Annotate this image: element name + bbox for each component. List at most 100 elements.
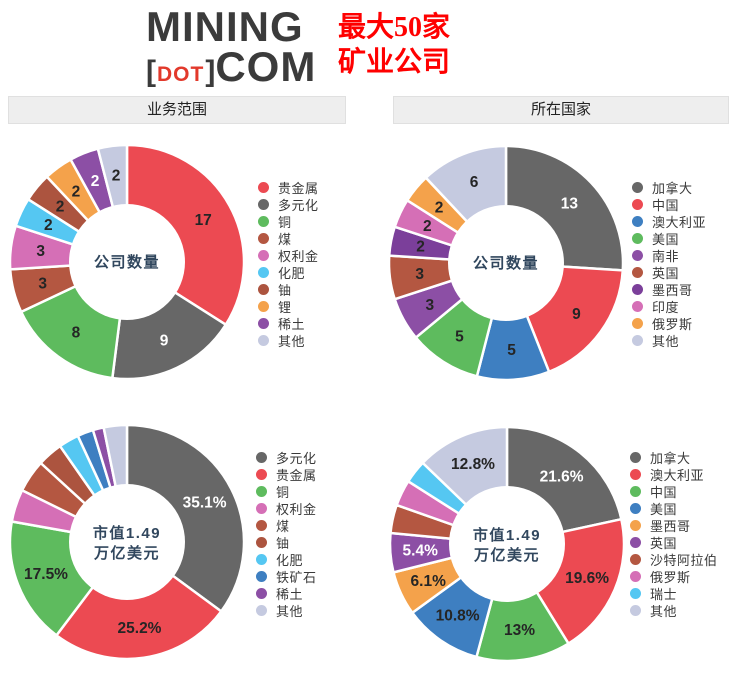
legend-label: 铁矿石 bbox=[276, 570, 317, 585]
slice-label-1: 25.2% bbox=[118, 620, 162, 637]
legend-label: 稀土 bbox=[276, 587, 304, 602]
legend-item-7: 铁矿石 bbox=[256, 570, 317, 585]
slice-label-0: 13 bbox=[561, 195, 579, 212]
legend-color-dot bbox=[630, 503, 641, 514]
legend-item-0: 加拿大 bbox=[632, 181, 706, 196]
slice-label-3: 3 bbox=[38, 276, 47, 293]
legend-item-3: 煤 bbox=[258, 232, 319, 247]
legend-item-0: 加拿大 bbox=[630, 451, 718, 466]
legend-item-4: 煤 bbox=[256, 519, 317, 534]
legend-label: 稀土 bbox=[278, 317, 306, 332]
slice-label-3: 5 bbox=[455, 329, 464, 346]
legend-color-dot bbox=[256, 486, 267, 497]
legend-item-2: 澳大利亚 bbox=[632, 215, 706, 230]
slice-label-1: 9 bbox=[572, 306, 581, 323]
legend-item-1: 贵金属 bbox=[256, 468, 317, 483]
donut-hole bbox=[449, 486, 565, 602]
legend-label: 化肥 bbox=[276, 553, 304, 568]
legend-item-4: 墨西哥 bbox=[630, 519, 718, 534]
legend-label: 南非 bbox=[652, 249, 680, 264]
legend-label: 锂 bbox=[278, 300, 292, 315]
pie-slice-2 bbox=[475, 261, 551, 382]
slice-label-6: 2 bbox=[416, 239, 425, 256]
legend-item-7: 印度 bbox=[632, 300, 706, 315]
donut-chart-country-marketcap: 市值1.49 万亿美元 21.6% 19.6% 13% 10.8% 6.1% 5.4% 12.8… bbox=[382, 419, 632, 669]
legend-color-dot bbox=[632, 335, 643, 346]
legend-business-scope-count: 贵金属 多元化铜煤权利金 化肥铀锂稀土 其他 bbox=[258, 181, 319, 351]
mining-com-logo: MINING [ DOT ] COM bbox=[146, 6, 316, 94]
legend-label: 其他 bbox=[650, 604, 678, 619]
legend-color-dot bbox=[256, 537, 267, 548]
slice-label-8: 2 bbox=[91, 173, 100, 190]
logo-dot: DOT bbox=[157, 63, 205, 86]
pie-slice-0 bbox=[125, 423, 246, 613]
page-title-line-2: 矿业公司 bbox=[338, 47, 451, 78]
slice-label-2: 13% bbox=[504, 622, 535, 639]
legend-color-dot bbox=[630, 520, 641, 531]
donut-hole bbox=[69, 484, 185, 600]
logo-word-mining: MINING bbox=[146, 3, 304, 50]
slice-label-5: 5.4% bbox=[403, 543, 439, 560]
legend-label: 英国 bbox=[650, 536, 678, 551]
slice-label-7: 2 bbox=[423, 218, 432, 235]
legend-item-2: 铜 bbox=[258, 215, 319, 230]
legend-country-marketcap: 加拿大 澳大利亚 中国 美国 墨西哥 英国 沙特阿拉伯 俄罗斯 瑞士 其他 bbox=[630, 451, 718, 621]
legend-color-dot bbox=[630, 554, 641, 565]
legend-color-dot bbox=[630, 469, 641, 480]
legend-color-dot bbox=[256, 503, 267, 514]
slice-label-9: 12.8% bbox=[451, 456, 495, 473]
slice-label-8: 2 bbox=[435, 200, 444, 217]
legend-country-count: 加拿大 中国 澳大利亚 美国 南非 英国 墨西哥 印度 俄罗斯 其他 bbox=[632, 181, 706, 351]
legend-label: 煤 bbox=[278, 232, 292, 247]
legend-item-0: 贵金属 bbox=[258, 181, 319, 196]
legend-label: 墨西哥 bbox=[650, 519, 691, 534]
logo-bracket-open: [ bbox=[146, 55, 156, 88]
donut-center-label: 公司数量 bbox=[473, 254, 539, 272]
legend-color-dot bbox=[256, 605, 267, 616]
legend-label: 化肥 bbox=[278, 266, 306, 281]
slice-label-2: 17.5% bbox=[24, 566, 68, 583]
slice-label-2: 5 bbox=[507, 342, 516, 359]
business-scope-market-cap-svg: 市值1.49 万亿美元 35.1% 25.2% 17.5% bbox=[8, 423, 246, 661]
legend-item-5: 英国 bbox=[630, 536, 718, 551]
slice-label-6: 2 bbox=[56, 199, 65, 216]
legend-item-6: 铀 bbox=[258, 283, 319, 298]
donut-chart-business-scope-count: 公司数量 17 9 8 3 3 2 2 2 2 2 bbox=[2, 137, 252, 387]
legend-label: 其他 bbox=[652, 334, 680, 349]
legend-label: 贵金属 bbox=[276, 468, 317, 483]
legend-color-dot bbox=[632, 199, 643, 210]
legend-color-dot bbox=[632, 267, 643, 278]
logo-word-com: COM bbox=[215, 43, 317, 90]
slice-label-1: 9 bbox=[160, 333, 169, 350]
legend-item-2: 铜 bbox=[256, 485, 317, 500]
legend-item-8: 稀土 bbox=[258, 317, 319, 332]
legend-label: 美国 bbox=[652, 232, 680, 247]
legend-label: 澳大利亚 bbox=[650, 468, 705, 483]
legend-item-5: 铀 bbox=[256, 536, 317, 551]
legend-item-6: 墨西哥 bbox=[632, 283, 706, 298]
legend-color-dot bbox=[630, 452, 641, 463]
legend-color-dot bbox=[632, 182, 643, 193]
legend-label: 权利金 bbox=[276, 502, 317, 517]
legend-color-dot bbox=[258, 199, 269, 210]
legend-color-dot bbox=[256, 469, 267, 480]
legend-color-dot bbox=[258, 301, 269, 312]
legend-label: 美国 bbox=[650, 502, 678, 517]
legend-color-dot bbox=[632, 250, 643, 261]
page-title-line-1: 最大50家 bbox=[338, 12, 451, 43]
legend-label: 其他 bbox=[278, 334, 306, 349]
legend-label: 加拿大 bbox=[652, 181, 693, 196]
page-title: 最大50家 矿业公司 bbox=[338, 10, 450, 80]
legend-item-0: 多元化 bbox=[256, 451, 317, 466]
legend-business-scope-marketcap: 多元化 贵金属铜权利金煤铀化肥 铁矿石 稀土 其他 bbox=[256, 451, 317, 621]
legend-item-2: 中国 bbox=[630, 485, 718, 500]
legend-item-9: 其他 bbox=[632, 334, 706, 349]
slice-label-3: 10.8% bbox=[436, 608, 480, 625]
legend-color-dot bbox=[256, 571, 267, 582]
legend-color-dot bbox=[630, 605, 641, 616]
section-header-country: 所在国家 bbox=[393, 96, 729, 124]
legend-item-3: 美国 bbox=[632, 232, 706, 247]
legend-label: 多元化 bbox=[278, 198, 319, 213]
legend-color-dot bbox=[258, 284, 269, 295]
legend-color-dot bbox=[632, 233, 643, 244]
